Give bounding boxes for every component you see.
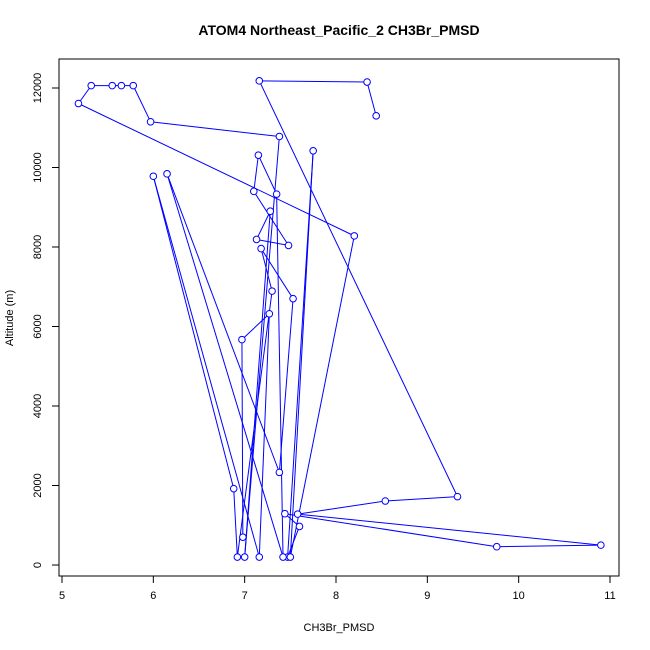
series-segment [132,85,152,123]
data-point [240,553,249,561]
y-tick-label: 8000 [32,235,44,259]
data-point [229,484,238,493]
data-point [266,207,275,216]
series-segment [256,238,289,246]
series-segment [258,313,270,558]
data-point [275,468,284,477]
data-point [284,241,293,250]
data-point [286,553,295,561]
data-point [453,492,462,501]
series-segment [253,191,289,246]
series-segment [496,544,601,548]
data-point [255,77,264,85]
series-segment [284,513,497,548]
series-segment [259,80,368,83]
series-segment [260,248,273,292]
data-point [279,553,287,561]
series-segment [244,136,280,558]
series-segment [278,298,294,473]
series-lines [78,80,601,558]
series-segment [166,173,284,558]
data-point [233,553,242,561]
series-segment [256,211,271,240]
series-segment [385,496,458,502]
series-segment [297,500,386,515]
data-point [257,244,265,253]
data-point [250,187,258,196]
y-axis-label: Altitude (m) [4,290,16,346]
series-points [74,77,605,561]
data-point [309,147,317,155]
series-segment [150,121,280,137]
series-segment [258,80,458,497]
data-point [252,235,261,244]
data-point [272,190,281,198]
x-axis-label: CH3Br_PMSD [304,622,375,634]
data-point [275,132,284,141]
y-tick-label: 10000 [32,152,44,183]
data-point [146,117,155,126]
data-point [281,509,289,518]
series-segment [241,339,244,538]
series-segment [233,488,238,558]
y-axis: 0 2000 4000 6000 8000 10000 12000 [32,73,60,568]
series-segment [289,235,355,558]
data-point [289,294,297,303]
x-tick-label: 6 [150,590,156,602]
data-point [255,553,264,561]
data-point [117,81,126,90]
data-point [492,542,501,551]
y-tick-label: 6000 [32,314,44,338]
data-point [350,232,359,240]
data-point [597,541,605,549]
x-tick-label: 5 [59,590,65,602]
x-tick-label: 10 [513,590,525,602]
x-tick-label: 11 [604,590,615,602]
data-point [268,287,276,295]
data-point [74,99,83,108]
series-segment [166,173,280,473]
x-tick-label: 9 [424,590,430,602]
x-axis: 5 6 7 8 9 10 11 [59,575,616,602]
data-point [372,112,380,120]
data-point [295,522,304,531]
data-point [363,78,371,86]
series-segment [289,150,314,558]
y-tick-label: 2000 [32,473,44,497]
x-tick-label: 8 [333,590,339,602]
series-segment [276,194,284,558]
series-segment [152,176,260,558]
series-segment [260,248,294,299]
y-tick-label: 12000 [32,73,44,104]
data-point [239,533,247,541]
series-segment [78,103,355,237]
data-point [265,309,274,318]
data-point [149,172,158,181]
data-point [293,510,302,518]
series-segment [297,513,601,546]
y-tick-label: 4000 [32,394,44,418]
series-segment [366,81,377,116]
series-segment [241,313,270,340]
data-point [163,170,171,178]
chart-title: ATOM4 Northeast_Pacific_2 CH3Br_PMSD [198,22,479,38]
data-point [254,151,263,159]
y-tick-label: 0 [32,562,44,568]
data-point [238,335,246,344]
data-point [381,497,390,505]
data-point [87,81,96,90]
data-point [129,81,138,90]
series-segment [253,155,259,192]
series-segment [152,176,235,489]
x-tick-label: 7 [242,590,248,602]
data-point [108,81,117,90]
series-segment [257,154,278,195]
